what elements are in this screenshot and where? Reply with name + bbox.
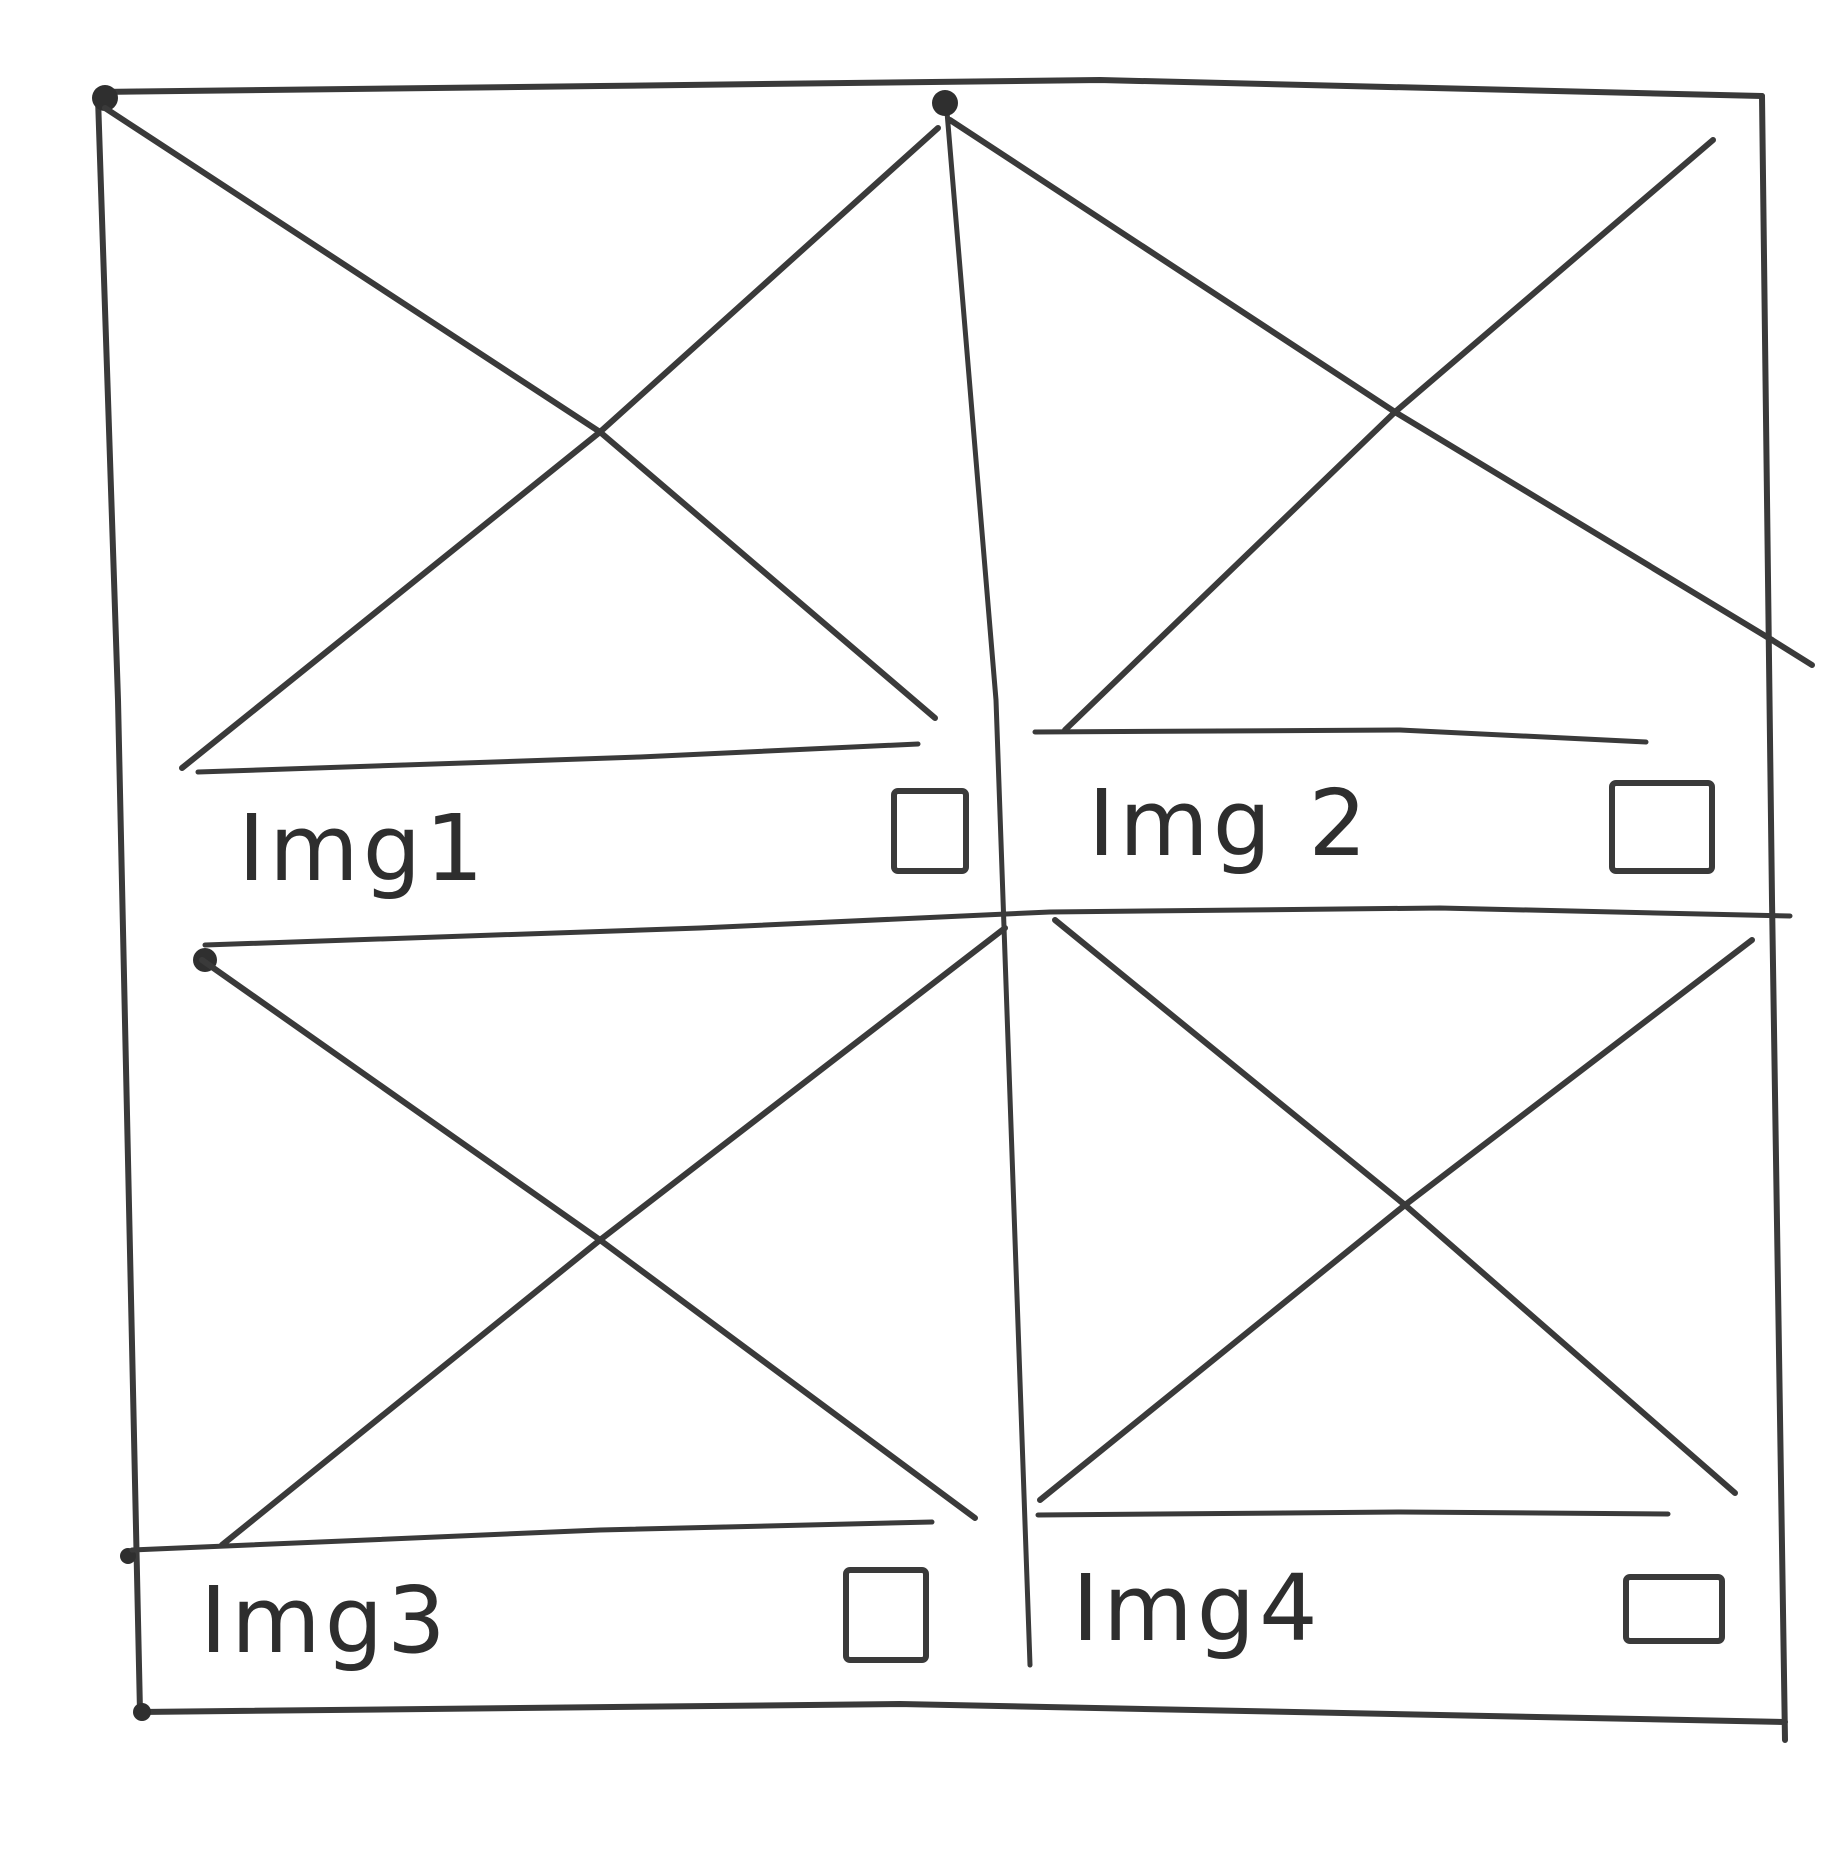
image-card-1-label: Img1: [238, 795, 488, 902]
image-card-1-checkbox[interactable]: [891, 788, 969, 874]
image-placeholder-icon: [102, 105, 941, 775]
image-card-2-checkbox[interactable]: [1609, 780, 1715, 874]
image-card-2-label: Img 2: [1088, 770, 1371, 877]
image-card-4[interactable]: Img4: [1035, 917, 1755, 1662]
image-card-2[interactable]: Img 2: [947, 117, 1775, 877]
image-card-1[interactable]: Img1: [102, 105, 969, 902]
outer-frame: [92, 77, 1815, 1743]
image-card-4-checkbox[interactable]: [1623, 1574, 1725, 1644]
image-card-3-label: Img3: [200, 1567, 450, 1674]
image-card-4-label: Img4: [1072, 1555, 1322, 1662]
image-placeholder-icon: [1035, 917, 1755, 1518]
image-card-3[interactable]: Img3: [129, 925, 1008, 1674]
image-placeholder-icon: [129, 925, 1008, 1553]
image-card-3-checkbox[interactable]: [843, 1567, 929, 1663]
image-placeholder-icon: [947, 117, 1775, 745]
